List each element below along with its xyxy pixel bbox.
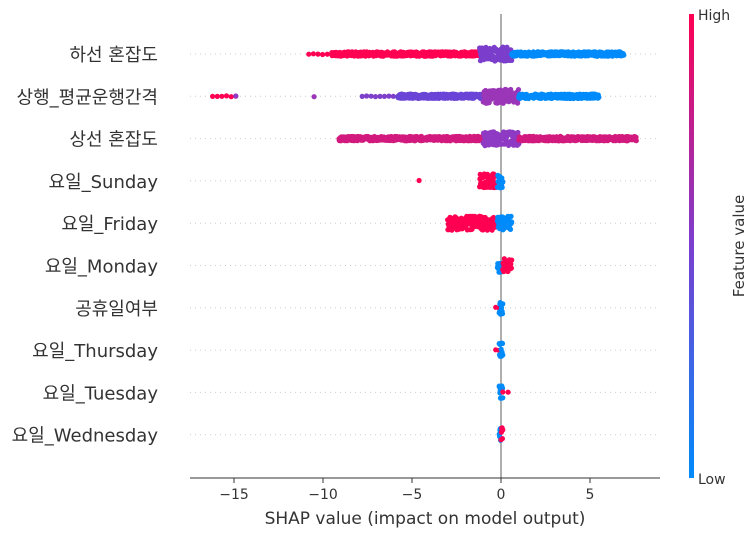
shap-point	[306, 51, 312, 57]
shap-point	[364, 93, 370, 99]
shap-point	[515, 87, 522, 93]
shap-point	[381, 93, 387, 99]
feature-gridlines	[190, 53, 660, 436]
shap-point	[508, 265, 514, 271]
shap-point	[596, 94, 602, 100]
shap-point	[500, 179, 506, 185]
x-axis: −15 −10 −5 0 5	[190, 477, 660, 503]
shap-point	[377, 93, 383, 99]
feature-label: 요일_Tuesday	[43, 383, 159, 404]
shap-point	[386, 93, 392, 99]
shap-point	[499, 184, 505, 190]
shap-point	[621, 52, 627, 58]
colorbar-low-label: Low	[698, 472, 726, 488]
shap-point	[500, 301, 506, 307]
shap-point	[219, 93, 225, 99]
shap-point	[372, 94, 379, 100]
shap-point	[324, 51, 330, 57]
colorbar-gradient	[689, 14, 694, 478]
colorbar-title: Feature value	[730, 195, 748, 297]
shap-point	[311, 94, 317, 100]
shap-point	[499, 340, 506, 347]
colorbar: High Low Feature value	[689, 8, 748, 488]
shap-point	[501, 268, 507, 275]
shap-point	[214, 93, 220, 99]
shap-point	[500, 352, 506, 358]
feature-label: 공휴일여부	[75, 299, 158, 320]
x-tick-label: 5	[586, 487, 595, 503]
shap-point	[508, 213, 514, 219]
data-points	[210, 44, 639, 443]
shap-point	[320, 51, 326, 58]
feature-label: 상행_평균운행간격	[17, 87, 158, 108]
x-axis-label: SHAP value (impact on model output)	[265, 509, 586, 529]
shap-point	[390, 93, 396, 99]
x-tick-label: −5	[402, 487, 423, 503]
x-tick-label: −10	[308, 487, 338, 503]
feature-label: 상선 혼잡도	[69, 130, 158, 151]
feature-label: 요일_Sunday	[49, 172, 159, 193]
feature-label: 요일_Friday	[61, 214, 158, 235]
shap-point	[509, 257, 515, 263]
shap-point	[228, 94, 234, 100]
shap-point	[499, 385, 506, 391]
feature-label: 요일_Monday	[45, 257, 159, 278]
shap-point	[633, 138, 639, 144]
shap-point	[505, 389, 511, 395]
shap-point	[500, 389, 506, 395]
shap-point	[486, 100, 492, 106]
shap-point	[509, 57, 515, 64]
shap-point	[503, 87, 510, 93]
shap-point	[368, 93, 374, 99]
x-tick-label: 0	[497, 487, 506, 503]
shap-point	[233, 93, 239, 99]
shap-point	[315, 51, 321, 57]
x-tick-label: −15	[219, 487, 249, 503]
shap-point	[223, 93, 230, 99]
shap-point	[507, 226, 514, 232]
colorbar-high-label: High	[698, 8, 730, 24]
shap-point	[499, 311, 506, 317]
shap-point	[509, 219, 515, 225]
shap-point	[210, 93, 216, 99]
shap-point	[310, 51, 316, 57]
shap-point	[499, 436, 505, 442]
shap-point	[359, 93, 365, 99]
shap-point	[500, 395, 506, 401]
shap-point	[515, 129, 521, 136]
shap-point	[416, 177, 422, 184]
feature-label: 하선 혼잡도	[69, 45, 158, 66]
feature-label: 요일_Thursday	[32, 341, 158, 362]
feature-label: 요일_Wednesday	[12, 426, 159, 447]
shap-point	[500, 427, 506, 433]
